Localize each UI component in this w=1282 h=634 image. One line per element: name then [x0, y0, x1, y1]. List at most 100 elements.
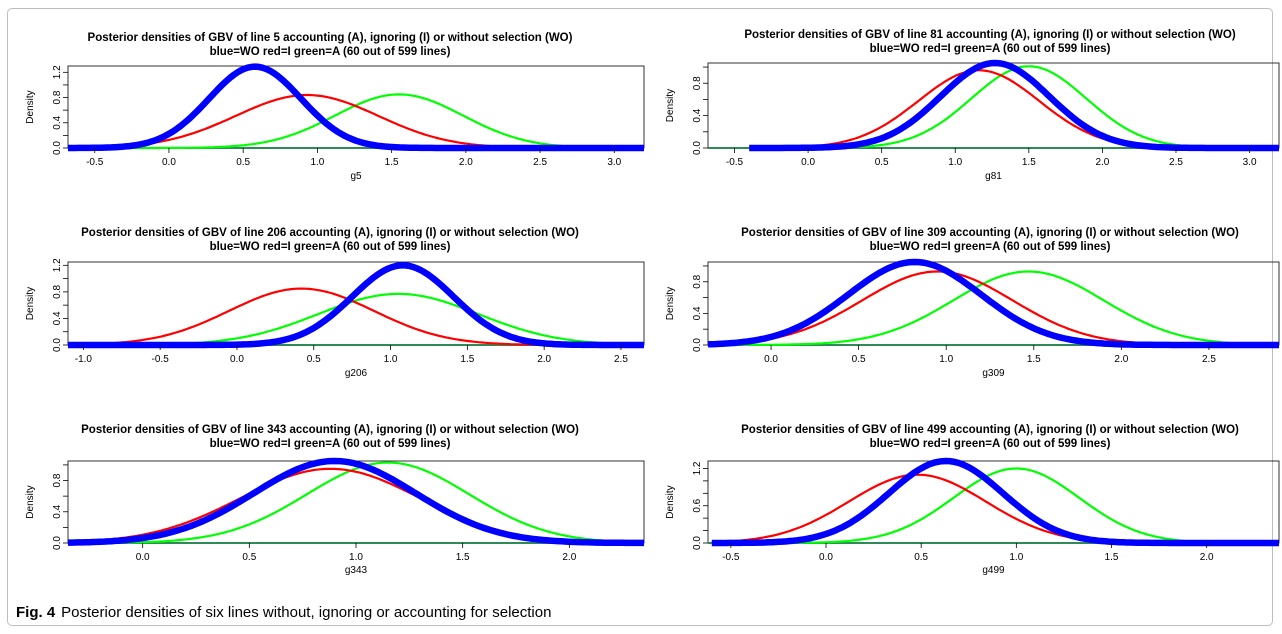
x-tick-label: 1.5 [1022, 157, 1036, 168]
density-curve-wo [707, 258, 1279, 349]
figure-caption-text: Posterior densities of six lines without… [61, 604, 552, 621]
y-axis-label: Density [25, 485, 36, 518]
x-tick-label: 2.5 [1202, 354, 1216, 365]
x-axis-label: g5 [350, 171, 362, 182]
y-tick-label: 0.8 [52, 284, 63, 298]
x-tick-label: 2.5 [614, 354, 628, 365]
x-tick-label: 1.0 [939, 354, 953, 365]
density-curve-wo [68, 457, 644, 547]
x-tick-label: 2.0 [1095, 157, 1109, 168]
density-panel: Posterior densities of GBV of line 309 a… [665, 227, 1280, 379]
density-curve-i [67, 467, 644, 544]
y-tick-label: 0.6 [692, 498, 703, 512]
x-axis-label: g309 [982, 368, 1005, 379]
x-tick-label: 1.0 [948, 157, 962, 168]
density-panel: Posterior densities of GBV of line 499 a… [665, 424, 1280, 576]
x-tick-label: 0.5 [236, 157, 250, 168]
x-tick-label: 2.0 [562, 552, 576, 563]
y-tick-label: 0.4 [52, 504, 63, 518]
x-tick-label: 0.5 [914, 552, 928, 563]
y-axis-label: Density [665, 287, 676, 320]
y-tick-label: 1.2 [52, 65, 63, 79]
y-tick-label: 1.2 [52, 258, 63, 272]
x-tick-label: 1.5 [456, 552, 470, 563]
y-axis-label: Density [25, 287, 36, 320]
x-tick-label: 2.5 [533, 157, 547, 168]
density-curve-wo [749, 59, 1279, 152]
panel-subtitle: blue=WO red=I green=A (60 out of 599 lin… [870, 241, 1111, 253]
density-curve-a [68, 461, 645, 545]
panel-subtitle: blue=WO red=I green=A (60 out of 599 lin… [870, 438, 1111, 450]
y-axis-label: Density [665, 485, 676, 518]
x-tick-label: 1.5 [385, 157, 399, 168]
density-panel: Posterior densities of GBV of line 206 a… [25, 227, 645, 379]
panel-subtitle: blue=WO red=I green=A (60 out of 599 lin… [870, 43, 1111, 55]
density-panel: Posterior densities of GBV of line 343 a… [25, 424, 645, 576]
y-tick-label: 0.0 [52, 141, 63, 155]
density-curve-wo [711, 457, 1279, 547]
plot-box [707, 62, 1280, 149]
x-axis-label: g81 [985, 171, 1002, 182]
y-tick-label: 0.0 [692, 338, 703, 352]
y-tick-label: 0.8 [692, 76, 703, 90]
x-tick-label: 0.0 [162, 157, 176, 168]
panel-title: Posterior densities of GBV of line 309 a… [741, 227, 1239, 239]
x-tick-label: 0.5 [875, 157, 889, 168]
x-tick-label: -0.5 [722, 552, 740, 563]
x-axis-label: g343 [345, 565, 368, 576]
density-curve-a [711, 467, 1279, 545]
plot-box [67, 460, 645, 544]
x-tick-label: 0.5 [242, 552, 256, 563]
x-tick-label: 3.0 [607, 157, 621, 168]
density-plots: Posterior densities of GBV of line 5 acc… [25, 29, 1280, 576]
x-tick-label: -0.5 [86, 157, 104, 168]
y-tick-label: 0.4 [52, 311, 63, 325]
y-tick-label: 0.8 [52, 90, 63, 104]
x-tick-label: 2.5 [1169, 157, 1183, 168]
y-tick-label: 0.0 [692, 141, 703, 155]
y-tick-label: 0.0 [52, 536, 63, 550]
figure-frame [7, 8, 1273, 626]
panel-subtitle: blue=WO red=I green=A (60 out of 599 lin… [210, 241, 451, 253]
x-tick-label: 2.0 [459, 157, 473, 168]
density-panel: Posterior densities of GBV of line 5 acc… [25, 32, 645, 182]
x-tick-label: 0.0 [136, 552, 150, 563]
x-tick-label: 1.0 [1009, 552, 1023, 563]
y-tick-label: 0.0 [52, 338, 63, 352]
y-tick-label: 0.8 [52, 473, 63, 487]
figure-label: Fig. 4 [16, 604, 56, 621]
y-tick-label: 0.4 [692, 306, 703, 320]
panel-title: Posterior densities of GBV of line 343 a… [81, 424, 579, 436]
x-tick-label: 2.0 [1114, 354, 1128, 365]
x-axis-label: g499 [982, 565, 1005, 576]
x-tick-label: 1.5 [1027, 354, 1041, 365]
x-tick-label: 2.0 [1200, 552, 1214, 563]
x-tick-label: 1.0 [384, 354, 398, 365]
x-tick-label: 0.5 [852, 354, 866, 365]
panel-title: Posterior densities of GBV of line 81 ac… [744, 29, 1235, 41]
x-tick-label: 0.0 [230, 354, 244, 365]
x-tick-label: 0.5 [307, 354, 321, 365]
y-tick-label: 0.4 [692, 108, 703, 122]
x-tick-label: 0.0 [764, 354, 778, 365]
x-tick-label: 1.5 [460, 354, 474, 365]
density-curve-i [707, 270, 1279, 347]
density-panel: Posterior densities of GBV of line 81 ac… [665, 29, 1280, 182]
y-tick-label: 0.0 [692, 536, 703, 550]
figure-caption: Fig. 4 Posterior densities of six lines w… [16, 604, 551, 621]
panel-subtitle: blue=WO red=I green=A (60 out of 599 lin… [210, 438, 451, 450]
density-curve-a [708, 270, 1279, 347]
x-tick-label: -0.5 [152, 354, 170, 365]
x-tick-label: 1.0 [349, 552, 363, 563]
panel-subtitle: blue=WO red=I green=A (60 out of 599 lin… [210, 46, 451, 58]
panel-title: Posterior densities of GBV of line 5 acc… [88, 32, 573, 44]
x-tick-label: 3.0 [1243, 157, 1257, 168]
panel-title: Posterior densities of GBV of line 206 a… [81, 227, 579, 239]
panel-title: Posterior densities of GBV of line 499 a… [741, 424, 1239, 436]
density-curve-wo [68, 262, 644, 349]
x-tick-label: -0.5 [726, 157, 744, 168]
x-tick-label: 2.0 [537, 354, 551, 365]
density-curve-wo [68, 63, 644, 152]
y-tick-label: 0.8 [692, 274, 703, 288]
y-axis-label: Density [665, 89, 676, 122]
